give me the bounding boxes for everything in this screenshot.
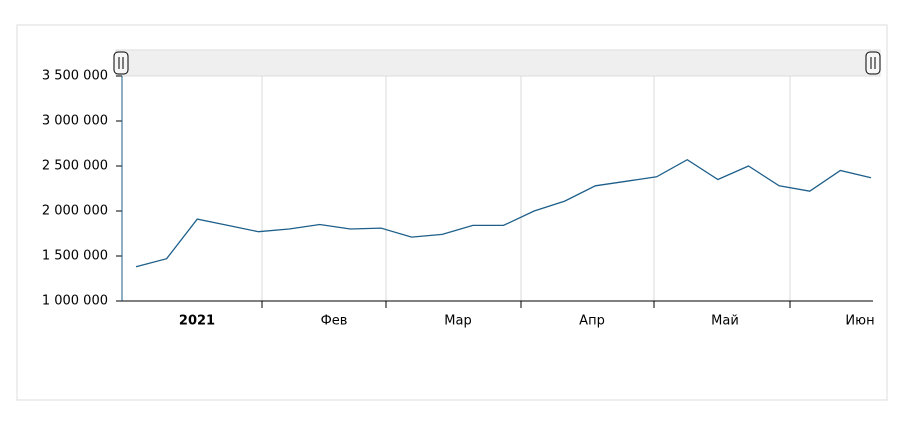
card xyxy=(16,24,888,401)
y-tick-label: 1 500 000 xyxy=(42,249,108,264)
x-tick-label: Май xyxy=(711,314,739,329)
x-tick-label: Апр xyxy=(579,314,605,329)
x-tick-label: 2021 xyxy=(179,314,215,329)
y-tick-label: 2 000 000 xyxy=(42,204,108,219)
scroll-grip-right[interactable] xyxy=(865,51,881,75)
line-series xyxy=(135,158,872,268)
x-tick-label: Мар xyxy=(444,314,471,329)
x-tick-label: Июн xyxy=(845,314,874,329)
scroll-grip-left[interactable] xyxy=(113,51,129,75)
x-tick-label: Фев xyxy=(321,314,348,329)
scrollbar[interactable] xyxy=(115,49,881,77)
y-tick-label: 2 500 000 xyxy=(42,159,108,174)
y-tick-label: 3 500 000 xyxy=(42,69,108,84)
y-tick-label: 3 000 000 xyxy=(42,114,108,129)
y-tick-label: 1 000 000 xyxy=(42,294,108,309)
